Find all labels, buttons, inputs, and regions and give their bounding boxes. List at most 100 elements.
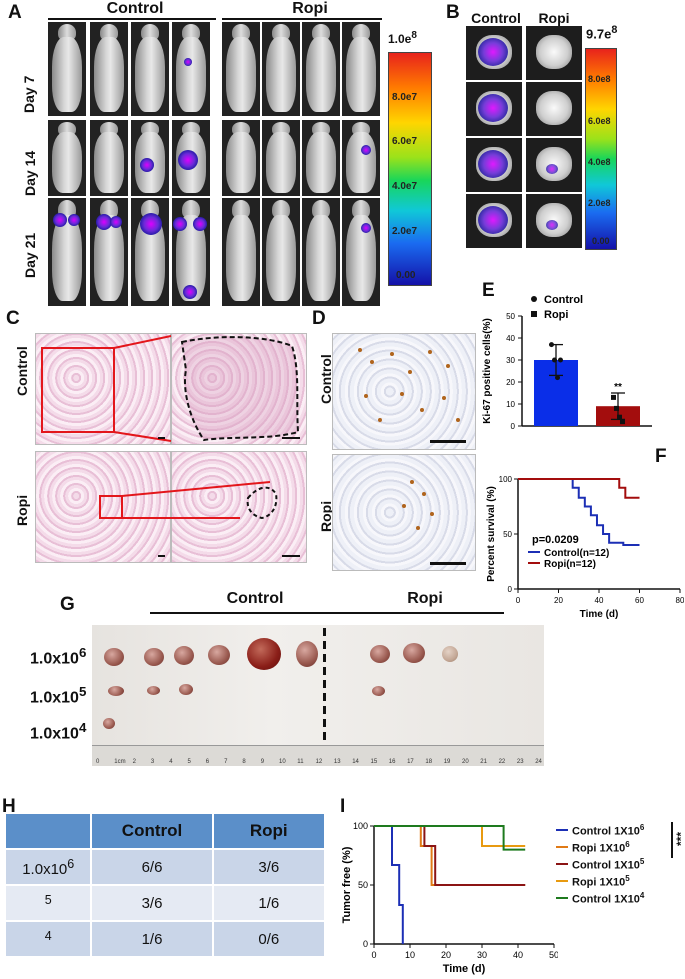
mouse-image [262, 120, 300, 196]
panel-g-row-1e5: 1.0x105 [30, 684, 87, 707]
tumor [442, 646, 458, 662]
panel-i-sig-bracket [671, 822, 673, 858]
tumor [174, 646, 194, 665]
x-tick-label: 80 [676, 596, 684, 605]
lung-image [466, 138, 522, 192]
panel-a-cbar-tick-1: 8.0e7 [392, 92, 418, 103]
data-point [617, 414, 622, 420]
tumor [108, 686, 124, 696]
legend-exponent: 5 [625, 874, 630, 883]
x-tick-label: 0 [371, 950, 376, 960]
mouse-body [306, 132, 336, 193]
panel-b-colorbar-max: 9.7e8 [586, 24, 618, 42]
panel-a-ropi-line [222, 18, 382, 20]
mouse-image [342, 22, 380, 116]
legend-exponent: 4 [639, 891, 645, 900]
panel-a-cbar-tick-2: 6.0e7 [392, 136, 418, 147]
data-point [552, 357, 557, 363]
ruler-tick-label: 4 [169, 759, 173, 765]
ruler-tick-label: 3 [150, 759, 155, 765]
series-line-4 [374, 825, 526, 851]
mouse-image [48, 22, 86, 116]
ruler-tick-label: 20 [462, 759, 469, 765]
panel-b-group-ropi: Ropi [538, 10, 570, 26]
y-tick-label: 50 [506, 312, 515, 321]
tumor [179, 684, 193, 695]
legend-exponent: 6 [625, 840, 630, 849]
series-line-0 [374, 825, 404, 944]
mouse-body [94, 132, 124, 193]
mouse-image [172, 198, 210, 306]
panel-a-colorbar-max: 1.0e8 [388, 30, 417, 46]
panel-i-legend: Control 1X106 Ropi 1X106 Control 1X105 Ropi… [556, 822, 681, 907]
panel-i-significance: *** [674, 831, 685, 846]
legend-item: Ropi 1X105 [556, 873, 681, 890]
y-tick-label: 0 [511, 422, 516, 431]
panel-g-row-1e4: 1.0x104 [30, 720, 87, 743]
table-cell: 6/6 [90, 848, 214, 886]
legend-label: Ropi 1X105 [572, 874, 630, 889]
data-point [620, 419, 625, 425]
x-tick-label: 10 [405, 950, 415, 960]
tumor [104, 648, 124, 666]
table-header-cell [3, 812, 93, 850]
y-tick-label: 30 [506, 356, 515, 365]
panel-d-ropi-ihc [332, 454, 476, 571]
mouse-body [306, 215, 336, 301]
x-tick-label: 30 [477, 950, 487, 960]
panel-b-cbar-tick-3: 4.0e8 [588, 157, 611, 167]
x-tick-label: 20 [554, 596, 563, 605]
y-tick-label: 100 [353, 821, 368, 831]
legend-label: Ropi 1X106 [572, 840, 630, 855]
mouse-image [172, 120, 210, 196]
mouse-image [262, 22, 300, 116]
tumor [372, 686, 385, 696]
legend-label: Control 1X105 [572, 857, 645, 872]
mouse-head [100, 24, 118, 41]
mouse-image [48, 120, 86, 196]
mouse-body [346, 37, 376, 112]
mouse-body [52, 37, 82, 112]
legend-label-ropi: Ropi [544, 309, 568, 321]
bioluminescence-signal [478, 94, 508, 122]
panel-a-group-ropi: Ropi [292, 0, 328, 17]
ruler-tick-label: 7 [224, 759, 228, 765]
series-line-1 [374, 825, 526, 886]
mouse-image [172, 22, 210, 116]
table-header-cell: Ropi [211, 812, 327, 850]
table-header-row: Control Ropi [3, 812, 327, 850]
panel-label-b: B [446, 2, 460, 23]
x-tick-label: 0 [516, 596, 521, 605]
data-point [555, 375, 560, 381]
mouse-body [266, 215, 296, 301]
ruler-tick-label: 19 [443, 759, 451, 765]
mouse-image [90, 198, 128, 306]
panel-a-cbar-tick-4: 2.0e7 [392, 226, 418, 237]
mouse-image [262, 198, 300, 306]
legend-label-control: Control [544, 294, 583, 306]
panel-a-cbar-tick-3: 4.0e7 [392, 181, 418, 192]
mouse-body [135, 37, 165, 112]
bioluminescence-signal [68, 214, 80, 226]
bioluminescence-signal [478, 38, 508, 66]
panel-label-g: G [60, 594, 75, 615]
table-cell-dose: 4 [3, 920, 93, 958]
data-point [614, 405, 619, 411]
mouse-body [94, 37, 124, 112]
panel-label-f: F [655, 446, 667, 467]
mouse-head [232, 24, 250, 41]
legend-exponent: 5 [639, 857, 645, 866]
ruler-tick-label: 18 [425, 759, 433, 765]
mouse-image [131, 120, 169, 196]
ruler-tick-label: 1cm [114, 759, 126, 765]
bioluminescence-signal [478, 206, 508, 234]
ruler-tick-label: 5 [187, 759, 191, 765]
ruler-tick-label: 11 [297, 759, 304, 765]
panel-g-photo [92, 625, 544, 765]
tumor [103, 718, 115, 729]
mouse-body [226, 37, 256, 112]
mouse-body [226, 132, 256, 193]
ruler-tick-label: 13 [333, 759, 341, 765]
panel-h-table: Control Ropi 1.0x106 6/6 3/6 5 3/6 1/6 4… [3, 812, 327, 958]
